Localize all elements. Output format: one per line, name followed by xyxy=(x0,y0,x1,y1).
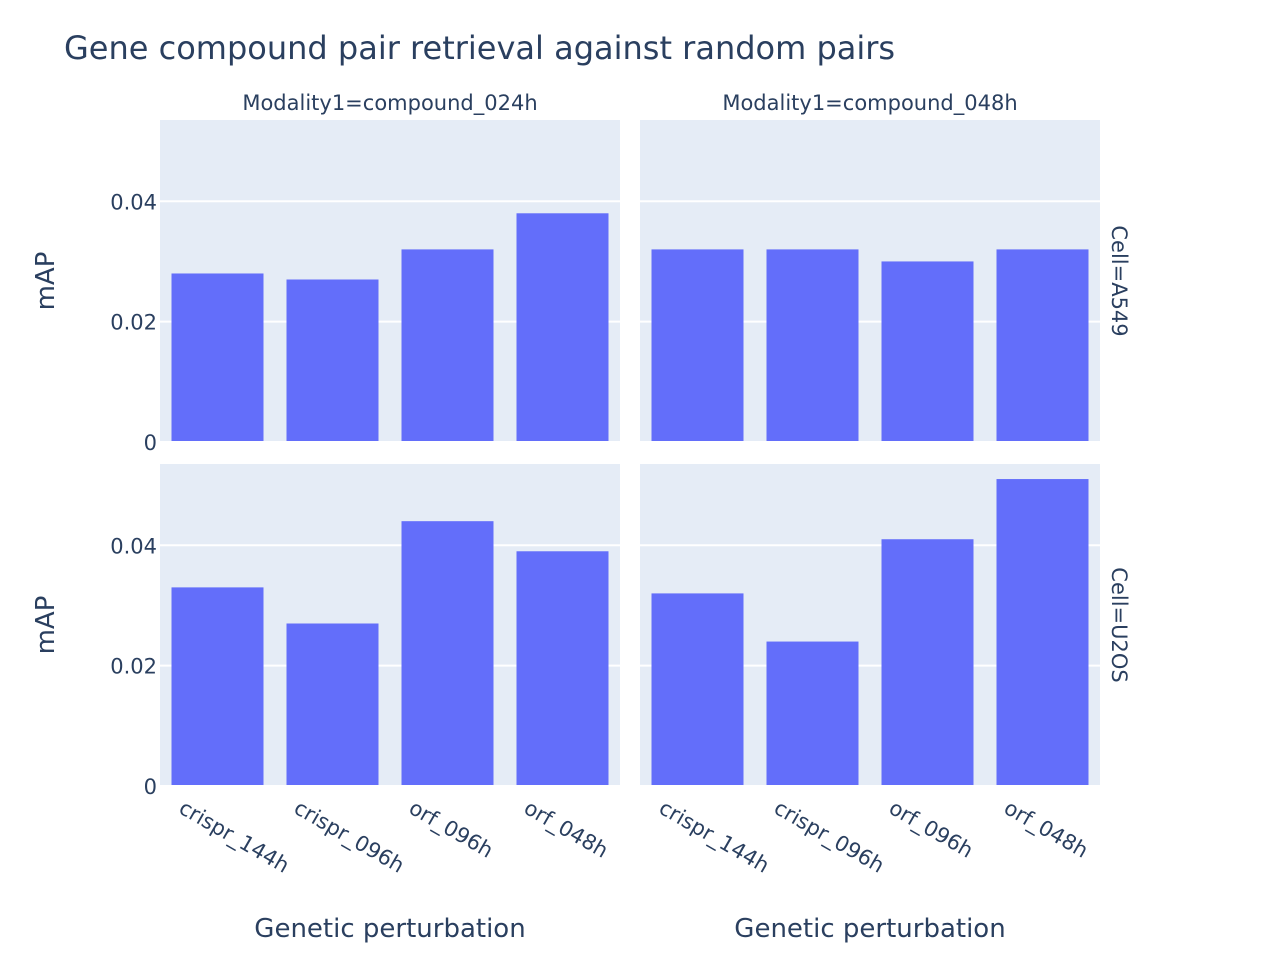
x-axis-title-right: Genetic perturbation xyxy=(734,914,1005,944)
y-tick-label: 0.02 xyxy=(110,311,157,335)
x-tick-label: crispr_144h xyxy=(175,796,294,879)
facet-column-title: Modality1=compound_048h xyxy=(722,91,1017,116)
y-tick-label: 0.02 xyxy=(110,655,157,679)
bar xyxy=(516,213,609,442)
bar xyxy=(516,551,609,786)
facet-row-title: Cell=A549 xyxy=(1107,225,1131,336)
y-tick-label: 0.04 xyxy=(110,190,157,214)
y-tick-label: 0 xyxy=(144,431,157,455)
bar xyxy=(171,587,264,786)
x-axis-title-left: Genetic perturbation xyxy=(254,914,525,944)
bar xyxy=(286,279,379,442)
y-tick-label: 0 xyxy=(144,775,157,799)
facet-row-title: Cell=U2OS xyxy=(1107,567,1131,682)
bar xyxy=(766,641,859,786)
bar xyxy=(996,249,1089,442)
x-tick-label: orf_048h xyxy=(520,796,613,864)
y-tick-label: 0.04 xyxy=(110,534,157,558)
chart-panels: 00.020.0400.020.04crispr_144hcrispr_096h… xyxy=(110,91,1131,879)
bar xyxy=(401,521,494,786)
chart-title: Gene compound pair retrieval against ran… xyxy=(64,29,895,67)
x-tick-label: orf_048h xyxy=(1000,796,1093,864)
bar xyxy=(881,539,974,786)
y-axis-title-top: mAP xyxy=(31,252,61,311)
bar xyxy=(651,593,744,786)
bar xyxy=(651,249,744,442)
x-tick-label: crispr_096h xyxy=(290,796,409,879)
x-tick-label: crispr_096h xyxy=(770,796,889,879)
x-tick-label: crispr_144h xyxy=(655,796,774,879)
bar xyxy=(401,249,494,442)
bar xyxy=(171,273,264,442)
facet-column-title: Modality1=compound_024h xyxy=(242,91,537,116)
y-axis-title-bottom: mAP xyxy=(31,596,61,655)
bar xyxy=(996,479,1089,786)
x-tick-label: orf_096h xyxy=(885,796,978,864)
panel-Cell=A549-Modality1=compound_024h: 0 0.02 0.04 xyxy=(110,120,620,455)
bar xyxy=(286,623,379,786)
bar xyxy=(766,249,859,442)
panel-Cell=A549-Modality1=compound_048h xyxy=(640,120,1100,443)
bar xyxy=(881,261,974,442)
x-tick-label: orf_096h xyxy=(405,796,498,864)
